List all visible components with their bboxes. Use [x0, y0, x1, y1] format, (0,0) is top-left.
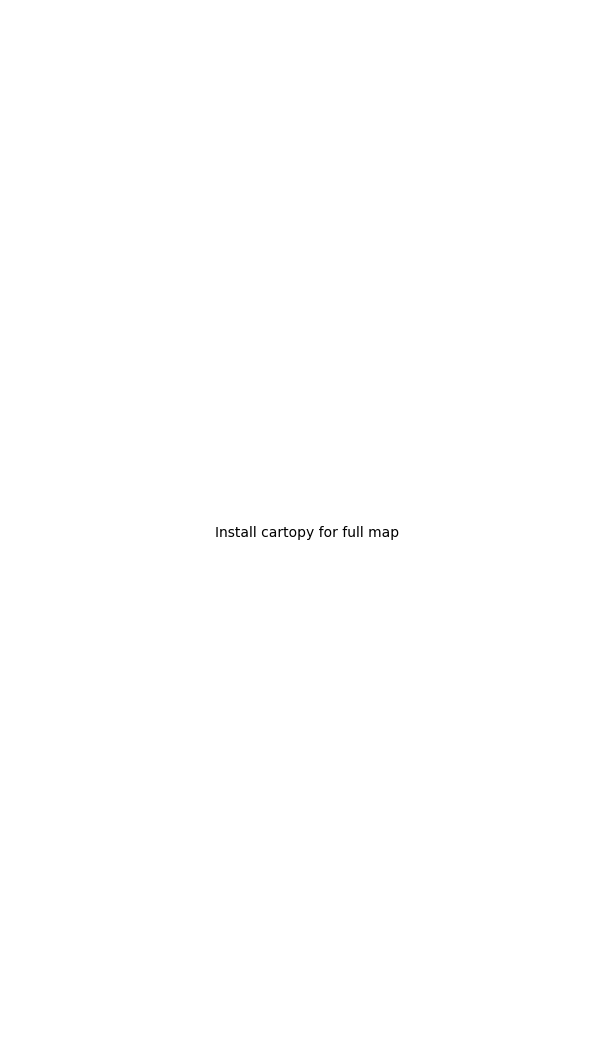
Text: Install cartopy for full map: Install cartopy for full map: [215, 527, 400, 541]
